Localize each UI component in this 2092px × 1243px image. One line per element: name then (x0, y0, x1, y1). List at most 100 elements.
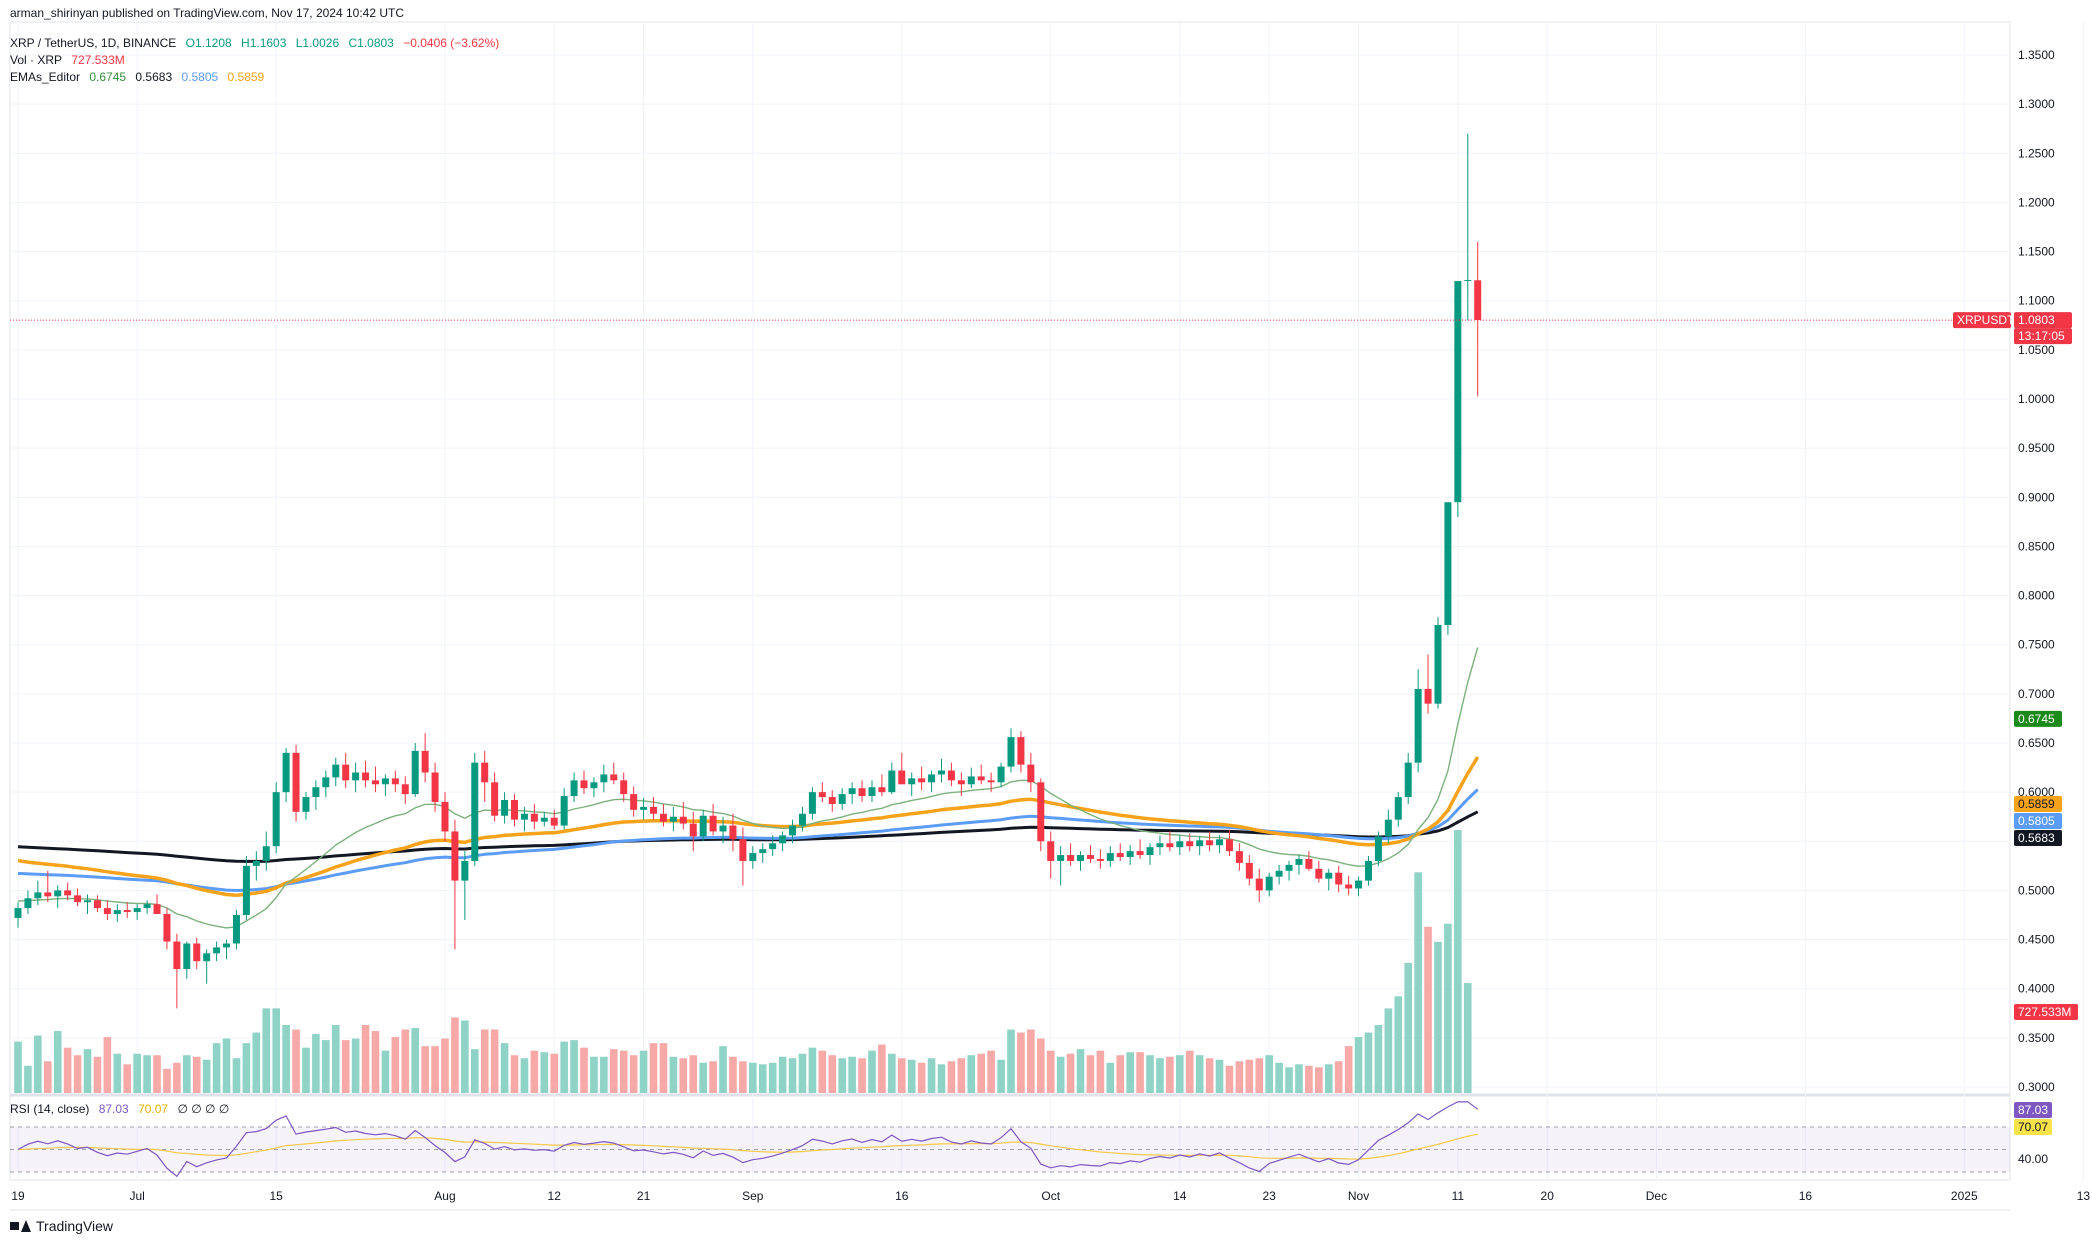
y-tick-label: 1.3000 (2018, 97, 2055, 111)
ema-value-3: 0.5805 (181, 70, 219, 84)
candle-body (620, 780, 628, 795)
plot-border (9, 21, 2011, 1181)
volume-bar (222, 1038, 231, 1093)
candle-body (1176, 841, 1184, 848)
volume-bar (659, 1043, 668, 1093)
volume-bar (858, 1058, 866, 1093)
volume-bar (1066, 1053, 1075, 1093)
candle-body (232, 915, 240, 944)
volume-bar (1056, 1056, 1065, 1093)
volume-bar (907, 1059, 916, 1093)
candle-body (332, 764, 340, 778)
price-axis[interactable]: 1.3500 1.3000 1.2500 1.2000 1.1500 1.1000 1.05… (2018, 48, 2055, 1094)
volume-bars (14, 830, 1472, 1093)
x-tick-label: Oct (1041, 1189, 1060, 1203)
volume-bar (689, 1055, 698, 1093)
last-price-tag: 1.0803 (2018, 313, 2055, 327)
price-tags: XRPUSDT 1.0803 13:17:05 0.6745 0.5859 0.5805 0… (1953, 312, 2078, 1020)
volume-bar (1126, 1052, 1134, 1093)
volume-bar (669, 1056, 678, 1093)
ema-legend[interactable]: EMAs_Editor 0.6745 0.5683 0.5805 0.5859 (10, 70, 270, 84)
candle-body (1295, 858, 1303, 865)
candle-body (1126, 851, 1134, 858)
candle-body (381, 778, 389, 785)
candle-body (918, 778, 926, 783)
candle-body (570, 780, 578, 797)
volume-bar (500, 1043, 509, 1093)
volume-bar (1404, 963, 1412, 1093)
candle-body (818, 792, 826, 798)
candle-body (173, 941, 181, 970)
volume-bar (381, 1050, 390, 1093)
symbol-legend[interactable]: XRP / TetherUS, 1D, BINANCE O1.1208 H1.1… (10, 36, 505, 50)
volume-bar (1225, 1065, 1234, 1093)
candle-body (123, 910, 131, 913)
grid (10, 22, 2084, 1180)
volume-bar (93, 1056, 102, 1093)
candle-body (709, 815, 717, 832)
volume-bar (53, 1031, 62, 1093)
volume-bar (1116, 1055, 1125, 1093)
volume-bar (262, 1008, 271, 1093)
candle-body (868, 787, 876, 797)
volume-bar (1305, 1065, 1313, 1093)
volume-bar (282, 1024, 290, 1093)
volume-bar (192, 1056, 201, 1093)
symbol-tag: XRPUSDT (1957, 313, 2015, 327)
volume-bar (758, 1064, 767, 1093)
candle-body (739, 839, 747, 861)
volume-bar (639, 1050, 648, 1093)
rsi-pane[interactable]: 87.03 70.07 40.00 (10, 1101, 2052, 1178)
y-tick-label: 1.3500 (2018, 48, 2055, 62)
volume-bar (1265, 1055, 1273, 1093)
volume-bar (729, 1056, 737, 1093)
volume-bar (470, 1049, 479, 1093)
volume-bar (341, 1040, 350, 1093)
volume-bar (808, 1047, 817, 1093)
candle-body (461, 860, 469, 881)
candle-body (14, 908, 22, 918)
volume-bar (868, 1050, 876, 1093)
ema-label[interactable]: EMAs_Editor (10, 70, 81, 84)
y-tick-label: 1.0500 (2018, 343, 2055, 357)
volume-label[interactable]: Vol · XRP (10, 53, 63, 67)
candles[interactable] (14, 133, 1482, 1009)
time-axis[interactable]: 19 Jul 15 Aug 12 21 Sep 16 Oct 14 23 Nov 11 20 Dec 16 20… (11, 1189, 2090, 1203)
x-tick-label: Sep (742, 1189, 764, 1203)
candle-body (997, 766, 1005, 783)
volume-bar (83, 1049, 92, 1093)
candle-body (1067, 855, 1075, 861)
volume-bar (1106, 1062, 1115, 1093)
ema-tag-bg (2014, 796, 2062, 813)
rsi-legend[interactable]: RSI (14, close) 87.03 70.07 ∅ ∅ ∅ ∅ (10, 1102, 235, 1116)
x-tick-label: Aug (434, 1189, 455, 1203)
symbol-name[interactable]: XRP / TetherUS, 1D, BINANCE (10, 36, 177, 50)
volume-bar (1166, 1056, 1174, 1093)
footer-brand[interactable]: TradingView (10, 1218, 113, 1234)
candle-body (1255, 878, 1263, 891)
volume-bar (778, 1056, 787, 1093)
volume-bar (401, 1029, 410, 1093)
candle-body (1196, 840, 1204, 847)
volume-bar (1255, 1058, 1264, 1093)
y-tick-label: 1.1000 (2018, 294, 2055, 308)
volume-bar (580, 1047, 588, 1093)
candle-body (183, 943, 191, 970)
volume-bar (997, 1059, 1005, 1093)
candle-body (659, 813, 667, 822)
candle-body (451, 831, 459, 881)
candle-body (630, 794, 638, 810)
candle-body (491, 782, 499, 816)
candle-body (1077, 855, 1085, 861)
candle-body (84, 900, 92, 903)
volume-bar (649, 1043, 658, 1093)
candle-body (789, 825, 797, 836)
rsi-ma-line (17, 1133, 1478, 1160)
rsi-label[interactable]: RSI (14, close) (10, 1102, 90, 1116)
candle-body (798, 813, 806, 826)
volume-bar (1374, 1024, 1383, 1093)
volume-legend[interactable]: Vol · XRP 727.533M (10, 53, 131, 67)
y-tick-label: 0.6000 (2018, 785, 2055, 799)
y-tick-label: 0.8000 (2018, 589, 2055, 603)
